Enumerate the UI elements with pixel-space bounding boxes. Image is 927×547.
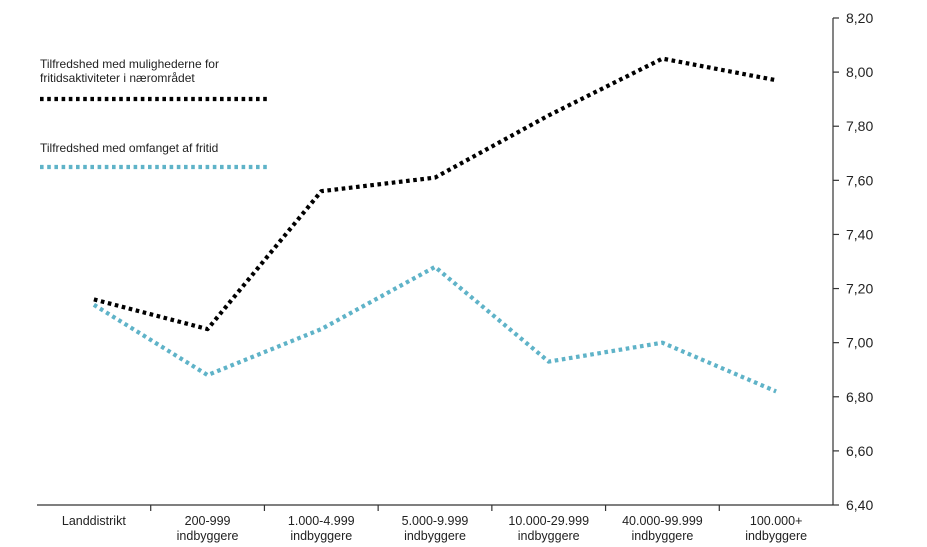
y-tick-label: 7,80 <box>846 118 873 134</box>
x-tick-label: 100.000+ indbyggere <box>745 514 807 543</box>
y-tick-label: 8,20 <box>846 10 873 26</box>
series-line-2 <box>92 264 777 394</box>
x-tick-label: 5.000-9.999 indbyggere <box>402 514 469 543</box>
y-tick-label: 8,00 <box>846 64 873 80</box>
y-tick-label: 7,40 <box>846 226 873 242</box>
x-tick-label: 10.000-29.999 indbyggere <box>508 514 589 543</box>
x-tick-label: 200-999 indbyggere <box>177 514 239 543</box>
series-line-1 <box>93 56 777 332</box>
legend-label-2: Tilfredshed med omfanget af fritid <box>40 141 218 155</box>
legend: Tilfredshed med mulighederne for fritidsa… <box>40 57 268 170</box>
y-axis-ticks: 6,40 6,60 6,80 7,00 7,20 7,40 7,60 7,80 8,00 8,20 <box>833 10 873 513</box>
x-tick-label: 40.000-99.999 indbyggere <box>622 514 703 543</box>
y-tick-label: 7,60 <box>846 172 873 188</box>
y-tick-label: 7,20 <box>846 281 873 297</box>
chart-axes <box>37 18 834 506</box>
legend-label-1: Tilfredshed med mulighederne for fritidsa… <box>40 57 219 85</box>
y-tick-label: 6,60 <box>846 443 873 459</box>
y-tick-label: 6,80 <box>846 389 873 405</box>
series-layer <box>92 56 777 394</box>
y-tick-label: 6,40 <box>846 497 873 513</box>
x-axis-ticks: Landdistrikt 200-999 indbyggere 1.000-4.999… <box>62 505 807 543</box>
x-tick-label: 1.000-4.999 indbyggere <box>288 514 355 543</box>
y-tick-label: 7,00 <box>846 335 873 351</box>
x-tick-label: Landdistrikt <box>62 514 126 528</box>
